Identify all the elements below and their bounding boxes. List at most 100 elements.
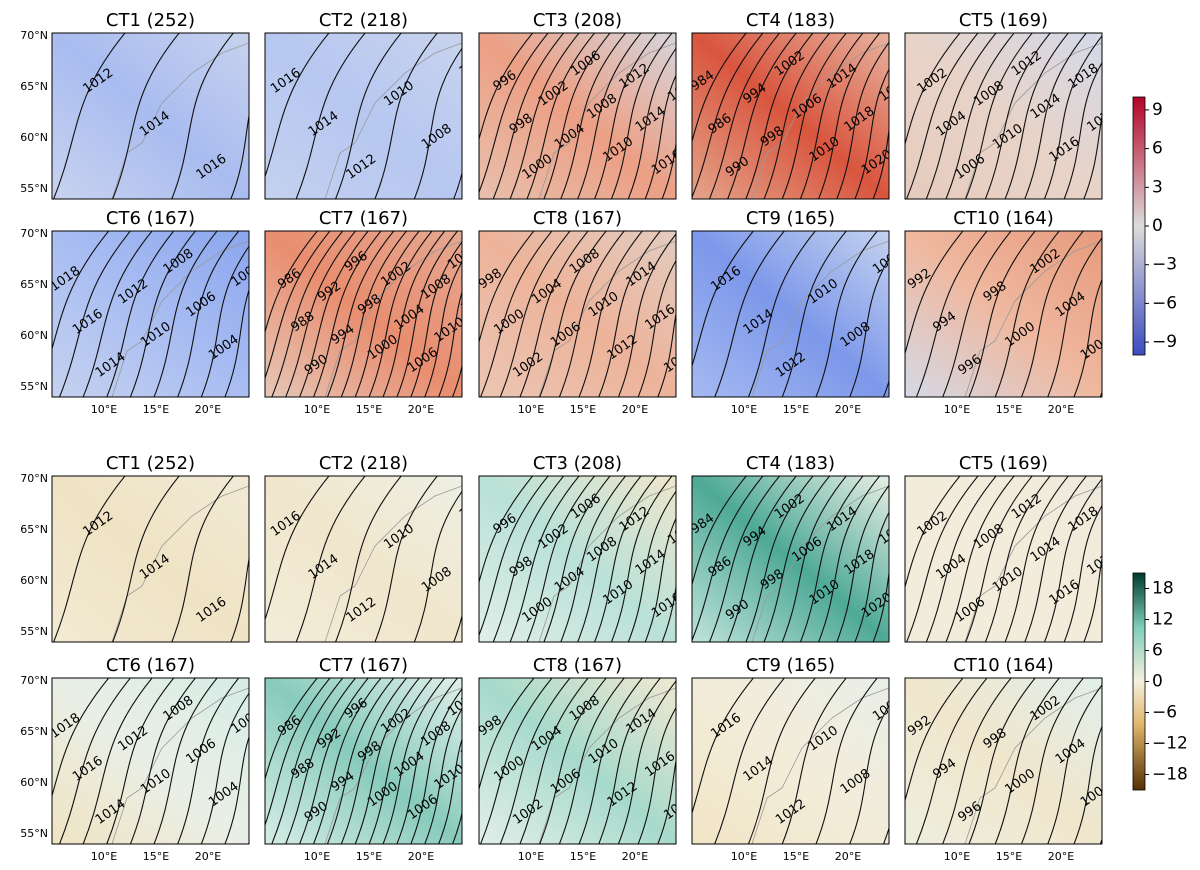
contour-line: [374, 33, 439, 199]
lon-label: 10°E: [91, 850, 117, 863]
contour-line: [1063, 61, 1102, 199]
contour-line: [453, 170, 462, 199]
contour-line: [437, 290, 462, 397]
map-panel: 1018101610141012101010081006100410021000: [52, 678, 249, 844]
coastline: [964, 687, 1102, 844]
contour-line: [965, 33, 1033, 199]
panel-field: [905, 476, 1102, 642]
contour-line: [1083, 555, 1102, 642]
contour-line: [271, 678, 344, 844]
lon-label: 20°E: [408, 850, 434, 863]
contour-line: [942, 231, 1012, 397]
lon-label: 20°E: [195, 850, 221, 863]
colorbar: [1132, 96, 1146, 356]
contour-line: [661, 583, 676, 642]
contour-line: [340, 678, 408, 844]
colorbar-tick-label: 0: [1152, 216, 1163, 236]
contour-line: [177, 678, 240, 844]
contour-line: [298, 231, 370, 397]
lon-label: 20°E: [622, 850, 648, 863]
contour-line: [410, 240, 462, 397]
contour-line: [577, 33, 642, 199]
contour-line: [295, 33, 366, 199]
map-panel: 1002100410061008101010121014101610181020…: [905, 33, 1102, 199]
lon-label: 20°E: [1048, 403, 1074, 416]
panel-field: [52, 678, 249, 844]
contour-line: [745, 33, 814, 199]
contour-line: [1047, 237, 1102, 397]
contour-line: [410, 687, 462, 844]
contour-line: [854, 68, 889, 199]
contour-line: [965, 476, 1033, 642]
panel-title: CT5 (169): [959, 453, 1048, 474]
contour-label: 1024: [1122, 517, 1158, 548]
contour-line: [925, 476, 997, 642]
contour-line: [915, 678, 988, 844]
contour-line: [968, 231, 1036, 397]
colorbar-tick-label: 6: [1152, 139, 1163, 159]
lon-label: 10°E: [944, 403, 970, 416]
contour-line: [230, 555, 249, 642]
contour-line: [424, 260, 462, 397]
panel-frame: [904, 475, 1103, 643]
coastline: [324, 42, 462, 199]
lon-label: 20°E: [1048, 850, 1074, 863]
contour-line: [1063, 504, 1102, 642]
contour-line: [692, 231, 755, 368]
panel-frame: [264, 677, 463, 845]
contour-line: [610, 33, 673, 199]
contour-line: [396, 231, 459, 397]
contour-line: [714, 678, 786, 844]
panel-title: CT1 (252): [106, 10, 195, 31]
coastline: [324, 240, 462, 397]
contour-line: [905, 33, 961, 146]
contour-line: [52, 678, 110, 798]
contour-line: [692, 33, 748, 144]
contour-line: [499, 678, 571, 844]
contour-line: [492, 476, 565, 642]
contour-line: [451, 363, 462, 397]
contour-line: [745, 476, 814, 642]
lon-label: 20°E: [622, 403, 648, 416]
lat-label: 55°N: [20, 625, 48, 638]
lat-label: 65°N: [20, 278, 48, 291]
panel-title: CT8 (167): [533, 208, 622, 229]
map-panel: 9849869909949981002100610101014101810201…: [692, 476, 889, 642]
panel-title: CT6 (167): [106, 655, 195, 676]
contour-line: [1020, 678, 1085, 844]
contour-line: [1004, 33, 1070, 199]
lat-label: 65°N: [20, 725, 48, 738]
lon-label: 15°E: [996, 850, 1022, 863]
contour-line: [499, 231, 571, 397]
contour-line: [52, 33, 126, 199]
lon-label: 10°E: [944, 850, 970, 863]
contour-line: [285, 231, 357, 397]
contour-line: [578, 231, 644, 397]
panel-title: CT5 (169): [959, 10, 1048, 31]
contour-line: [509, 33, 580, 199]
contour-line: [627, 490, 676, 642]
lat-label: 60°N: [20, 131, 48, 144]
contour-line: [657, 310, 676, 397]
contour-line: [763, 33, 831, 199]
contour-line: [265, 678, 319, 781]
contour-line: [543, 476, 611, 642]
contour-line: [492, 33, 565, 199]
panel-frame: [691, 475, 890, 643]
contour-line: [984, 33, 1052, 199]
coastline: [538, 42, 676, 199]
contour-label: 1018: [665, 74, 701, 105]
colorbar-tick-label: −18: [1152, 765, 1188, 785]
lon-label: 10°E: [304, 403, 330, 416]
contour-line: [815, 231, 879, 397]
panel-frame: [904, 677, 1103, 845]
panel-frame: [478, 475, 677, 643]
coastline: [111, 240, 249, 397]
contour-line: [479, 231, 535, 344]
contour-line: [905, 476, 961, 589]
map-panel: 1018101610141012101010081006100410021000: [52, 231, 249, 397]
map-panel: 9869889909929949969981000100210041006100…: [265, 678, 462, 844]
contour-line: [112, 476, 180, 642]
